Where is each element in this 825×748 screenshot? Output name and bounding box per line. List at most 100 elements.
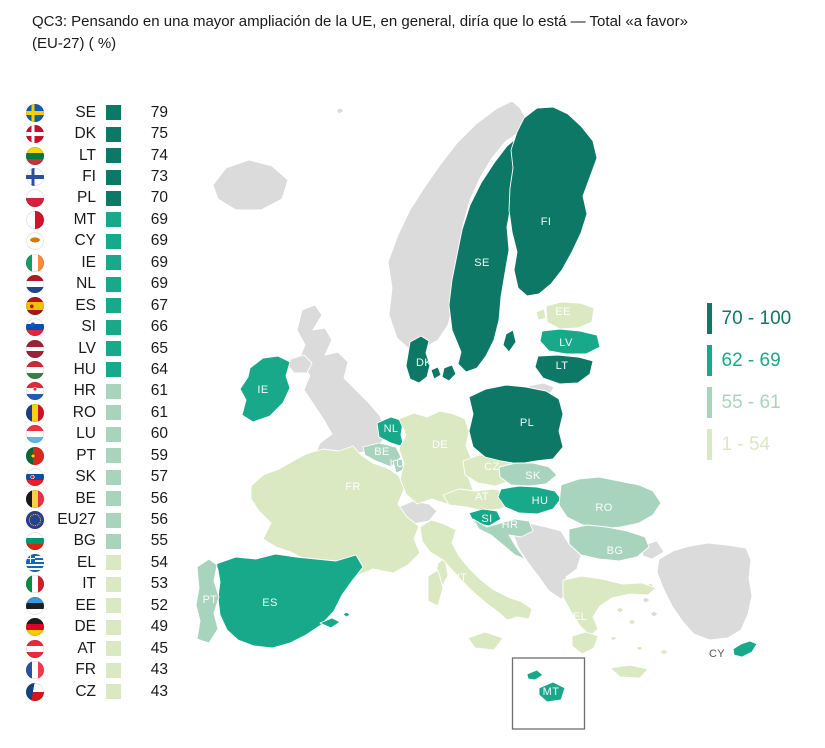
flag-cz-icon: [26, 682, 44, 701]
map-label-es: ES: [262, 597, 277, 609]
ranking-row: IT 53: [26, 574, 168, 595]
map-country-fr: [250, 445, 421, 577]
ranking-row: EU27 56: [26, 509, 168, 530]
value-color-swatch: [106, 148, 121, 164]
map-label-bg: BG: [607, 545, 624, 557]
flag-sk-icon: [26, 468, 44, 487]
value-color-swatch: [106, 212, 121, 228]
map-country-ro: [558, 476, 662, 530]
ranking-row: PL 70: [26, 188, 168, 209]
value-color-swatch: [106, 598, 121, 614]
map-country-es: [342, 611, 351, 618]
map-country-pt: [195, 558, 220, 644]
legend-color-bar: [707, 429, 712, 460]
flag-lt-icon: [26, 146, 44, 165]
map-country-dk: [441, 364, 457, 382]
map-country-hr: [472, 518, 534, 560]
value-color-swatch: [106, 383, 121, 399]
map-country-lv: [539, 328, 601, 355]
flag-cy-icon: [26, 232, 44, 251]
map-country-ie: [239, 355, 291, 423]
country-value: 52: [150, 596, 168, 614]
map-label-dk: DK: [416, 357, 432, 369]
map-label-at: AT: [475, 491, 489, 503]
country-value: 45: [150, 639, 168, 657]
value-color-swatch: [106, 362, 121, 378]
country-code: PL: [77, 189, 96, 207]
map-country-el: [562, 575, 657, 637]
value-color-swatch: [106, 405, 121, 421]
country-value: 54: [150, 553, 168, 571]
map-country-el: [659, 648, 669, 656]
country-value: 43: [150, 682, 168, 700]
flag-be-icon: [26, 489, 44, 508]
map-country-el: [635, 645, 644, 652]
ranking-row: EE 52: [26, 595, 168, 616]
country-ranking-list: SE 79 DK 75 LT 74 FI 73 PL 70 MT 69 CY 69 IE 69 NL 69 ES 67…: [26, 102, 168, 702]
map-country-mt: [526, 669, 544, 681]
value-color-swatch: [106, 341, 121, 357]
map-country-el: [571, 631, 599, 655]
map-label-cy: CY: [709, 648, 725, 660]
map-country-ee: [535, 308, 547, 321]
country-code: LU: [76, 425, 96, 443]
map-country-bg: [568, 524, 650, 562]
legend-item: 1 - 54: [707, 429, 791, 460]
country-code: CZ: [75, 682, 96, 700]
value-color-swatch: [106, 233, 121, 249]
country-code: DK: [74, 125, 96, 143]
country-value: 74: [150, 146, 168, 164]
country-value: 73: [150, 168, 168, 186]
legend-color-bar: [707, 345, 712, 376]
flag-at-icon: [26, 639, 44, 658]
map-country-se: [502, 329, 517, 353]
map-region-faroe-islands: [335, 107, 345, 115]
country-code: EU27: [57, 511, 96, 529]
map-country-lt: [534, 354, 594, 385]
map-country-it: [427, 569, 444, 607]
map-label-ee: EE: [555, 306, 570, 318]
flag-lu-icon: [26, 425, 44, 444]
map-label-hr: HR: [502, 519, 519, 531]
ranking-row: BG 55: [26, 531, 168, 552]
ranking-row: LV 65: [26, 338, 168, 359]
value-color-swatch: [106, 426, 121, 442]
map-label-de: DE: [432, 439, 448, 451]
country-code: HR: [73, 382, 96, 400]
country-value: 55: [150, 532, 168, 550]
flag-se-icon: [26, 103, 44, 122]
ranking-row: AT 45: [26, 638, 168, 659]
value-color-swatch: [106, 169, 121, 185]
flag-eu27-icon: [26, 511, 44, 530]
map-label-lu: LU: [390, 458, 405, 470]
ranking-row: SE 79: [26, 102, 168, 123]
value-color-swatch: [106, 255, 121, 271]
map-label-nl: NL: [384, 423, 399, 435]
map-country-pl: [468, 384, 564, 465]
country-code: NL: [76, 275, 96, 293]
ranking-row: MT 69: [26, 209, 168, 230]
flag-lv-icon: [26, 339, 44, 358]
value-color-swatch: [106, 448, 121, 464]
country-code: IE: [81, 253, 96, 271]
flag-hu-icon: [26, 360, 44, 379]
ranking-row: HU 64: [26, 359, 168, 380]
flag-bg-icon: [26, 532, 44, 551]
country-value: 59: [150, 446, 168, 464]
country-code: EE: [75, 596, 96, 614]
country-value: 75: [150, 125, 168, 143]
map-country-el: [615, 606, 625, 614]
map-label-lv: LV: [559, 337, 573, 349]
legend-item: 70 - 100: [707, 303, 791, 334]
country-value: 69: [150, 275, 168, 293]
flag-de-icon: [26, 618, 44, 637]
map-label-pt: PT: [203, 594, 218, 606]
map-country-el: [609, 664, 649, 679]
value-color-swatch: [106, 469, 121, 485]
country-value: 69: [150, 232, 168, 250]
map-label-fi: FI: [541, 216, 552, 228]
map-country-es: [319, 617, 341, 629]
flag-fr-icon: [26, 661, 44, 680]
flag-ie-icon: [26, 253, 44, 272]
